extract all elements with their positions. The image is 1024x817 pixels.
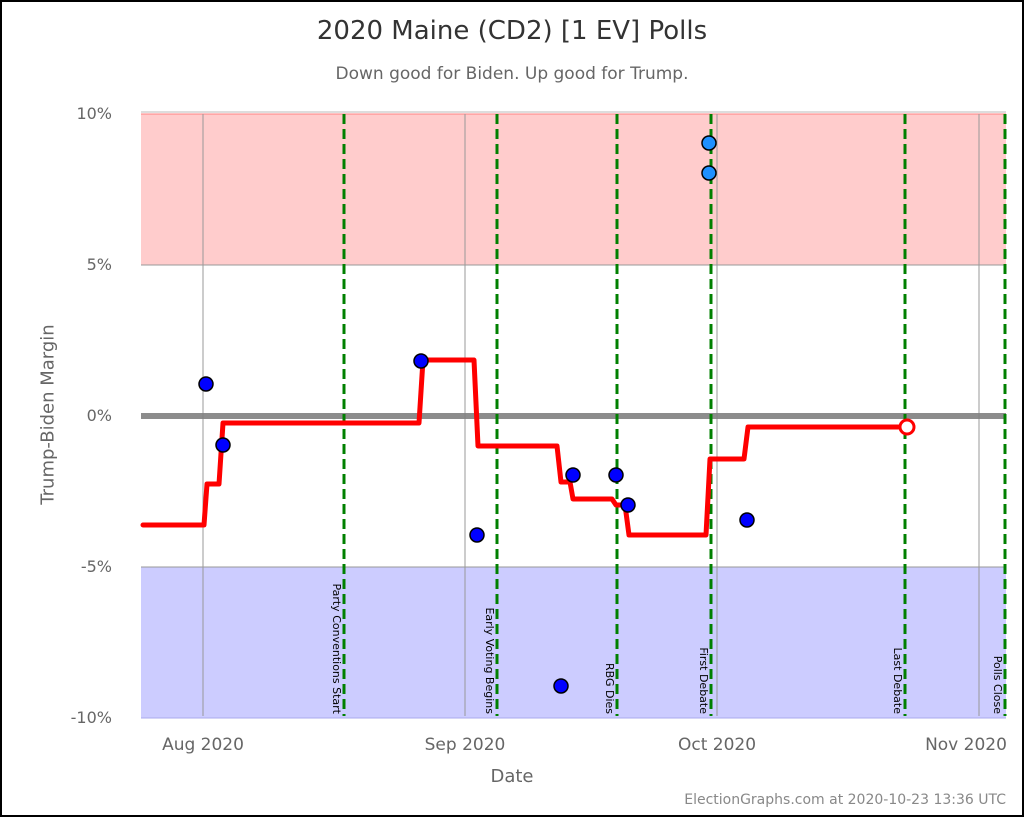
y-tick-5: 5%: [86, 255, 112, 274]
event-label-last-debate: Last Debate: [891, 648, 904, 715]
poll-point: [701, 135, 717, 151]
x-tick-nov: Nov 2020: [925, 735, 1007, 755]
x-axis-label: Date: [490, 766, 534, 787]
poll-point: [620, 497, 636, 513]
event-label-rbg: RBG Dies: [603, 663, 616, 714]
x-tick-aug: Aug 2020: [162, 735, 244, 755]
x-tick-sep: Sep 2020: [424, 735, 506, 755]
poll-point: [739, 512, 755, 528]
credit-text: ElectionGraphs.com at 2020-10-23 13:36 U…: [684, 792, 1006, 808]
chart-subtitle: Down good for Biden. Up good for Trump.: [335, 64, 689, 84]
poll-point: [469, 527, 485, 543]
poll-point: [565, 467, 581, 483]
poll-average-line: [140, 357, 910, 538]
poll-point: [608, 467, 624, 483]
poll-point: [198, 376, 214, 392]
poll-points: [198, 135, 755, 694]
y-tick-10: 10%: [76, 104, 112, 123]
event-label-polls-close: Polls Close: [991, 656, 1004, 715]
y-tick-neg5: -5%: [80, 557, 112, 576]
y-tick-0: 0%: [86, 406, 112, 425]
event-label-first-debate: First Debate: [697, 647, 710, 714]
biden-band: [141, 567, 1006, 718]
event-lines: [342, 114, 1007, 716]
poll-point: [701, 165, 717, 181]
poll-point: [553, 678, 569, 694]
trump-band: [141, 114, 1006, 265]
y-tick-neg10: -10%: [70, 708, 112, 727]
poll-point: [413, 353, 429, 369]
event-label-conventions: Party Conventions Start: [330, 583, 343, 714]
event-label-early-voting: Early Voting Begins: [483, 607, 496, 714]
current-average-marker: [898, 418, 916, 436]
poll-point: [215, 437, 231, 453]
x-tick-oct: Oct 2020: [677, 735, 757, 755]
chart-title: 2020 Maine (CD2) [1 EV] Polls: [316, 16, 708, 46]
